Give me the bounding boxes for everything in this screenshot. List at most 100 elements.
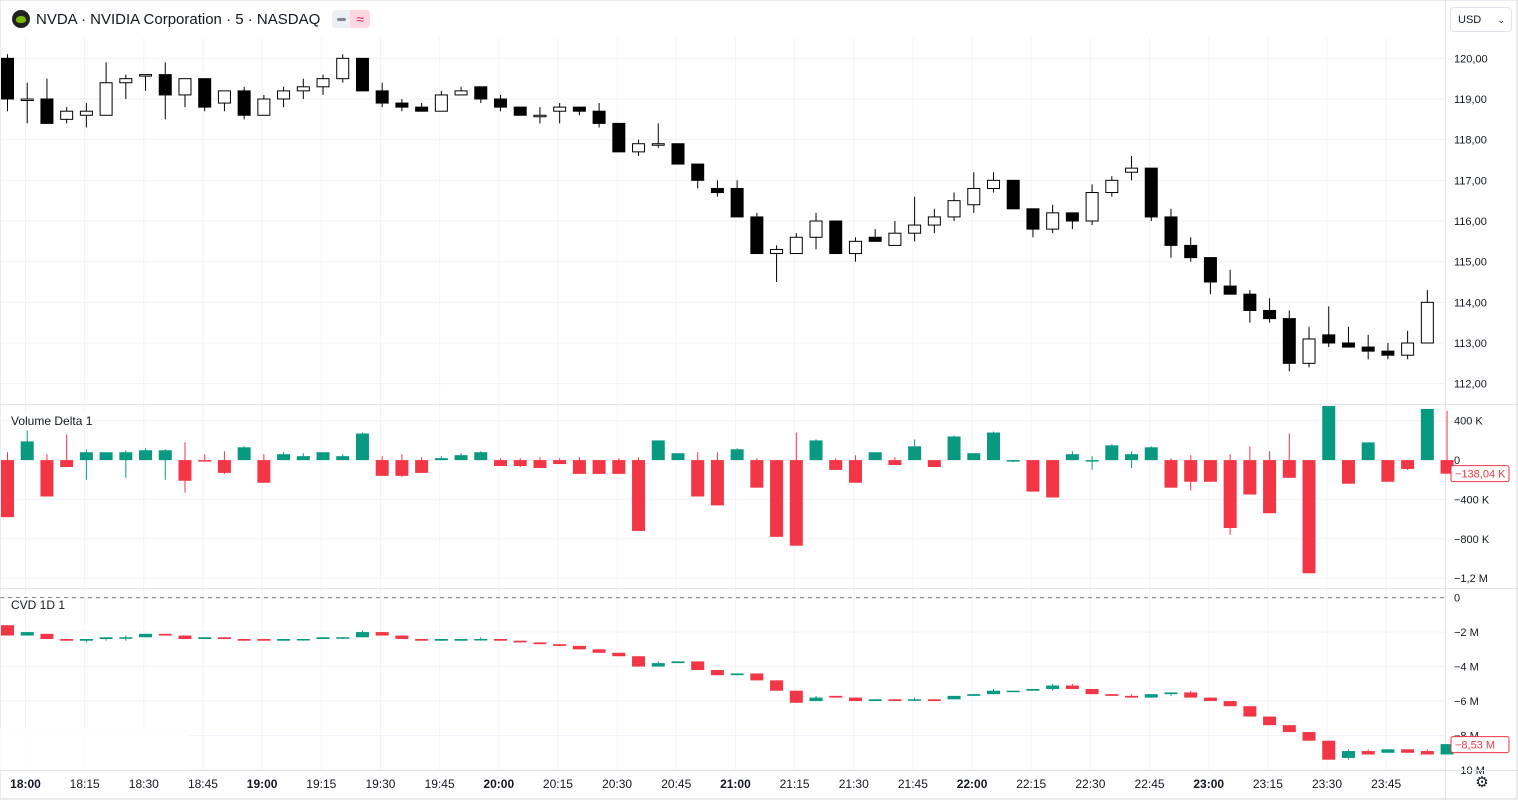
volume-delta-bar-up [474,452,488,461]
cvd-bar-up [1341,751,1355,758]
volume-delta-axis-label: −400 K [1454,494,1490,506]
volume-delta-axis-label: 400 K [1454,416,1483,428]
cvd-bar-down [927,699,941,702]
candle-down [612,122,626,153]
volume-delta-bar-down [770,460,784,537]
time-axis-label: 22:45 [1135,777,1165,791]
volume-delta-bar-down [1046,460,1060,498]
volume-delta-axis-label: 0 [1454,455,1460,467]
candle-up [987,179,1000,189]
cvd-bar-down [1302,732,1316,741]
volume-delta-bar-up [79,452,93,461]
candle-up [770,248,784,255]
cvd-bar-up [671,661,685,664]
cvd-bar-up [119,637,133,639]
candle-down [710,187,724,194]
cvd-bar-down [572,645,586,650]
time-axis-label: 18:15 [70,777,100,791]
cvd-bar-down [592,649,606,653]
cvd-bar-up [454,638,468,641]
volume-delta-bar-down [1302,460,1316,574]
time-axis-label: 23:00 [1193,777,1224,791]
chevron-down-icon: ⌄ [1497,15,1505,25]
volume-delta-bar-up [237,447,251,461]
candle-down [415,106,429,112]
time-axis-label: 20:45 [661,777,691,791]
time-axis-label: 20:30 [602,777,632,791]
wave-icon[interactable]: ≈ [350,10,371,28]
minus-icon[interactable] [332,10,351,28]
cvd-bar-up [79,638,93,641]
cvd-bar-down [1401,749,1415,753]
time-axis-label: 20:00 [483,777,514,791]
gear-icon[interactable]: ⚙ [1475,774,1489,791]
cvd-bar-down [1125,695,1139,698]
candle-down [829,220,843,255]
candle-down [1341,342,1355,348]
volume-delta-bar-up [947,436,961,461]
candle-up [336,57,350,80]
cvd-bar-up [987,690,1000,695]
cvd-bar-up [947,695,961,700]
candle-up [1420,301,1434,344]
volume-delta-bar-down [375,460,389,476]
volume-delta-bar-down [1203,460,1217,482]
cvd-bar-down [770,680,784,691]
candle-down [691,163,705,181]
candle-down [474,86,488,100]
cvd-bar-up [355,632,369,638]
candle-up [99,82,113,116]
currency-select[interactable]: USD ⌄ [1450,7,1512,32]
candle-up [1105,179,1119,194]
cvd-bar-down [750,673,764,681]
time-axis-label: 21:00 [720,777,751,791]
volume-delta-bar-up [1322,405,1336,461]
cvd-bar-down [1065,685,1079,689]
candle-up [789,236,803,255]
candle-down [237,90,251,116]
candle-up [434,94,448,112]
cvd-bar-down [375,632,389,636]
candle-up [888,232,902,246]
cvd-bar-up [474,638,488,641]
candle-up [967,187,981,206]
cvd-bar-up [434,638,448,641]
volume-delta-bar-up [20,441,34,461]
cvd-bar-down [1361,751,1375,755]
cvd-bar-down [158,633,172,636]
volume-delta-bar-up [1420,408,1434,461]
candle-up [217,90,231,104]
cvd-bar-up [277,638,291,641]
symbol-title[interactable]: NVDA · NVIDIA Corporation · 5 · NASDAQ [36,10,321,28]
cvd-bar-down [691,661,705,671]
volume-delta-bar-down [1223,460,1237,528]
cvd-bar-up [868,699,882,702]
chart-header: NVDA · NVIDIA Corporation · 5 · NASDAQ ≈ [0,0,1445,38]
volume-delta-label[interactable]: Volume Delta 1 [11,414,93,428]
volume-delta-bar-down [572,460,586,474]
time-axis-label: 21:15 [780,777,810,791]
volume-delta-bar-up [355,433,369,461]
volume-delta-bar-up [316,452,330,461]
time-axis-label: 21:45 [898,777,928,791]
time-axis-label: 19:00 [247,777,278,791]
volume-delta-bar-down [1243,460,1257,495]
cvd-bar-down [237,638,251,641]
volume-delta-bar-up [296,456,310,461]
price-axis-label: 118,00 [1454,135,1487,147]
volume-delta-bar-down [198,460,212,462]
volume-delta-bar-down [217,460,231,473]
volume-delta-bar-up [336,456,350,461]
time-axis-label: 20:15 [543,777,573,791]
candle-down [730,187,744,218]
cvd-bar-down [848,697,862,702]
candle-down [355,57,369,92]
candle-up [139,74,153,77]
volume-delta-last-value: −138,04 K [1455,469,1506,481]
volume-delta-bar-down [1341,460,1355,484]
time-axis-label: 18:00 [10,777,41,791]
cvd-label[interactable]: CVD 1D 1 [11,598,66,612]
volume-delta-bar-down [1282,460,1296,478]
cvd-bar-up [336,637,350,639]
